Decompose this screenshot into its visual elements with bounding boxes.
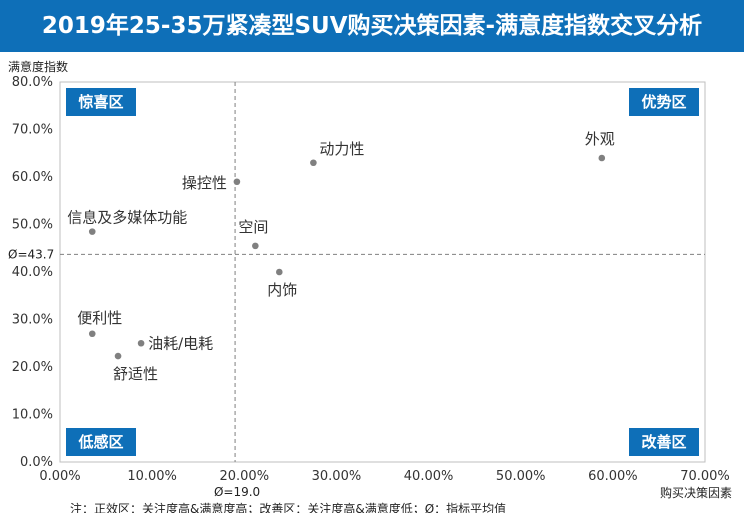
- scatter-chart: 0.0% 10.0% 20.0% 30.0% 40.0% 50.0% 60.0% 70.0% 8…: [8, 59, 732, 500]
- y-tick-label: 10.0%: [12, 408, 53, 423]
- quadrant-label: 改善区: [641, 433, 686, 451]
- x-tick-label: 30.00%: [312, 469, 362, 484]
- data-label: 操控性: [182, 174, 227, 192]
- footnote: 注：正效区：关注度高&满意度高；改善区：关注度高&满意度低；Ø：指标平均值: [70, 502, 507, 513]
- plot-frame: [59, 81, 706, 463]
- data-label: 信息及多媒体功能: [67, 209, 187, 227]
- data-label: 动力性: [319, 140, 364, 158]
- data-label: 便利性: [77, 309, 122, 327]
- quadrant-label: 惊喜区: [78, 93, 123, 111]
- quadrant-box: [629, 428, 699, 456]
- x-axis-title: 购买决策因素: [660, 485, 732, 500]
- y-tick-label: 50.0%: [12, 218, 53, 233]
- x-tick-label: 50.00%: [496, 469, 546, 484]
- data-label: 油耗/电耗: [148, 334, 213, 352]
- page-title: 2019年25-35万紧凑型SUV购买决策因素-满意度指数交叉分析: [0, 0, 744, 52]
- data-point: [114, 352, 122, 360]
- quadrant-label: 优势区: [641, 93, 686, 111]
- y-tick-label: 60.0%: [12, 170, 53, 185]
- data-point: [276, 268, 283, 276]
- data-label: 外观: [585, 130, 615, 148]
- x-tick-label: 60.00%: [588, 469, 638, 484]
- data-point: [137, 339, 145, 347]
- data-point: [310, 159, 317, 167]
- y-tick-label: 30.0%: [12, 313, 53, 328]
- quadrant-label: 低感区: [77, 433, 123, 451]
- quadrant-box: [629, 88, 699, 116]
- x-tick-label: 20.00%: [219, 469, 269, 484]
- x-tick-label: 70.00%: [680, 469, 730, 484]
- quadrant-box: [66, 88, 136, 116]
- y-tick-label: 40.0%: [12, 265, 53, 280]
- data-label: 内饰: [267, 281, 297, 299]
- y-tick-label: 80.0%: [12, 75, 53, 90]
- data-label: 舒适性: [113, 365, 158, 383]
- y-tick-label: 20.0%: [12, 360, 53, 375]
- y-tick-label: 70.0%: [12, 123, 53, 138]
- data-point: [252, 242, 259, 250]
- data-point: [88, 228, 96, 235]
- x-tick-label: 10.00%: [127, 469, 177, 484]
- data-point: [598, 154, 606, 162]
- y-tick-label: 0.0%: [20, 455, 53, 470]
- x-mean-label: Ø=19.0: [214, 485, 260, 499]
- x-tick-label: 40.00%: [404, 469, 454, 484]
- y-mean-label: Ø=43.7: [8, 247, 54, 261]
- y-axis-title: 满意度指数: [8, 59, 68, 74]
- data-point: [88, 330, 96, 338]
- quadrant-box: [66, 428, 136, 456]
- data-label: 空间: [238, 218, 268, 236]
- x-tick-label: 0.00%: [39, 469, 80, 484]
- data-point: [233, 178, 241, 186]
